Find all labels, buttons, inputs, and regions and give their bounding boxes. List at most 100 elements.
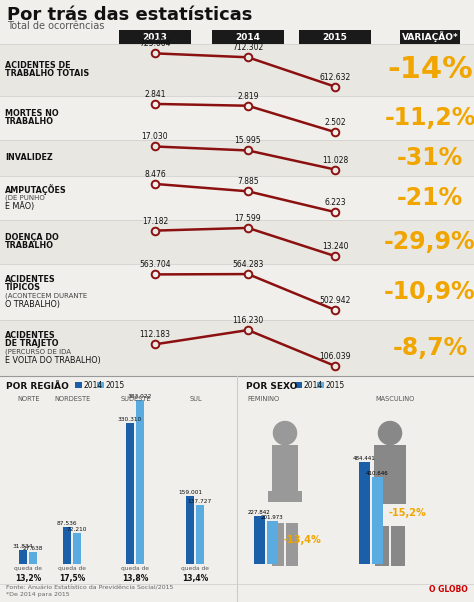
Text: (PERCURSO DE IDA: (PERCURSO DE IDA — [5, 349, 71, 355]
FancyBboxPatch shape — [299, 30, 371, 44]
Bar — [0, 320, 474, 376]
Text: DOENÇA DO: DOENÇA DO — [5, 234, 59, 243]
Bar — [295, 382, 302, 388]
Text: 484.441: 484.441 — [353, 456, 376, 461]
Text: 2.841: 2.841 — [144, 90, 166, 99]
Text: 712.302: 712.302 — [232, 43, 264, 52]
Text: NORDESTE: NORDESTE — [55, 396, 91, 402]
FancyBboxPatch shape — [400, 30, 460, 44]
Text: 2015: 2015 — [106, 380, 125, 389]
Text: 72.210: 72.210 — [67, 527, 87, 532]
Text: 2015: 2015 — [323, 33, 347, 42]
Text: queda de: queda de — [15, 566, 43, 571]
Bar — [374, 445, 406, 494]
Text: 2014: 2014 — [236, 33, 261, 42]
Text: Fonte: Anuário Estatístico da Previdência Social/2015: Fonte: Anuário Estatístico da Previdênci… — [6, 586, 173, 591]
Text: AMPUTAÇÕES: AMPUTAÇÕES — [5, 185, 67, 196]
Text: POR REGIÃO: POR REGIÃO — [6, 382, 69, 391]
Text: 2015: 2015 — [326, 380, 345, 389]
Bar — [73, 533, 81, 564]
FancyBboxPatch shape — [119, 30, 191, 44]
Text: -31%: -31% — [397, 146, 463, 170]
Text: 17.599: 17.599 — [235, 214, 261, 223]
Bar — [374, 526, 389, 566]
Text: 17.182: 17.182 — [142, 217, 168, 226]
Text: Total de ocorrências: Total de ocorrências — [7, 21, 104, 31]
Text: 2.502: 2.502 — [324, 118, 346, 127]
Text: 116.230: 116.230 — [232, 316, 264, 325]
Text: -13,4%: -13,4% — [284, 535, 322, 545]
Bar — [272, 445, 298, 491]
Text: (DE PUNHO: (DE PUNHO — [5, 195, 45, 201]
Text: 383.022: 383.022 — [128, 394, 152, 399]
Text: 563.704: 563.704 — [139, 261, 171, 270]
Text: TRABALHO TOTAIS: TRABALHO TOTAIS — [5, 69, 89, 78]
Bar — [0, 176, 474, 220]
Text: 2014: 2014 — [304, 380, 323, 389]
Text: 2013: 2013 — [143, 33, 167, 42]
Text: queda de: queda de — [58, 566, 86, 571]
Bar — [267, 521, 278, 564]
Text: 13,4%: 13,4% — [182, 574, 209, 583]
Text: -21%: -21% — [397, 186, 463, 210]
Text: 7.885: 7.885 — [237, 178, 259, 186]
Text: TÍPICOS: TÍPICOS — [5, 284, 41, 293]
Bar — [272, 523, 284, 566]
Text: INVALIDEZ: INVALIDEZ — [5, 154, 53, 163]
Bar — [254, 516, 265, 564]
Bar — [63, 527, 71, 564]
Text: MASCULINO: MASCULINO — [375, 396, 414, 402]
Text: 13,2%: 13,2% — [15, 574, 42, 583]
Text: *De 2014 para 2015: *De 2014 para 2015 — [6, 592, 70, 597]
Text: -10,9%: -10,9% — [384, 280, 474, 304]
Bar — [317, 382, 324, 388]
Bar — [126, 423, 134, 564]
Bar — [391, 526, 405, 566]
Text: -15,2%: -15,2% — [389, 508, 427, 518]
Text: 11.028: 11.028 — [322, 155, 348, 164]
Text: 564.283: 564.283 — [232, 260, 264, 269]
Text: NORTE: NORTE — [17, 396, 40, 402]
Text: MORTES NO: MORTES NO — [5, 110, 59, 119]
Bar — [372, 477, 383, 564]
Bar — [186, 496, 194, 564]
Text: 15.995: 15.995 — [235, 137, 261, 146]
Text: 612.632: 612.632 — [319, 73, 351, 82]
Text: (ACONTECEM DURANTE: (ACONTECEM DURANTE — [5, 293, 87, 299]
Bar — [0, 44, 474, 96]
Text: POR SEXO: POR SEXO — [246, 382, 297, 391]
Text: -29,9%: -29,9% — [384, 230, 474, 254]
Bar — [97, 382, 104, 388]
Text: 87.536: 87.536 — [57, 521, 77, 526]
Text: 17.030: 17.030 — [142, 132, 168, 141]
Text: E VOLTA DO TRABALHO): E VOLTA DO TRABALHO) — [5, 356, 101, 364]
Text: SUDESTE: SUDESTE — [120, 396, 151, 402]
Bar — [0, 140, 474, 176]
Text: 137.727: 137.727 — [188, 499, 212, 504]
Text: O TRABALHO): O TRABALHO) — [5, 300, 60, 308]
Text: 27.638: 27.638 — [23, 546, 43, 551]
Text: VARIAÇÃO*: VARIAÇÃO* — [401, 31, 458, 43]
Text: -11,2%: -11,2% — [384, 106, 474, 130]
Text: ACIDENTES: ACIDENTES — [5, 276, 56, 285]
Text: -8,7%: -8,7% — [392, 336, 468, 360]
Bar — [0, 220, 474, 264]
Text: 410.646: 410.646 — [366, 471, 389, 476]
Text: SUL: SUL — [189, 396, 202, 402]
Text: TRABALHO: TRABALHO — [5, 117, 54, 126]
Bar — [0, 96, 474, 140]
Text: 201.973: 201.973 — [261, 515, 284, 520]
Bar — [359, 462, 370, 564]
Text: 8.476: 8.476 — [144, 170, 166, 179]
Text: Por trás das estatísticas: Por trás das estatísticas — [7, 6, 252, 24]
Text: 502.942: 502.942 — [319, 296, 351, 305]
Text: 17,5%: 17,5% — [59, 574, 86, 583]
Text: -14%: -14% — [387, 55, 473, 84]
Text: 2.819: 2.819 — [237, 92, 259, 101]
Text: 112.183: 112.183 — [139, 330, 171, 340]
Text: 330.310: 330.310 — [118, 417, 142, 421]
Bar — [75, 382, 82, 388]
Bar — [19, 550, 27, 564]
Text: TRABALHO: TRABALHO — [5, 241, 54, 250]
Text: 2014: 2014 — [84, 380, 103, 389]
